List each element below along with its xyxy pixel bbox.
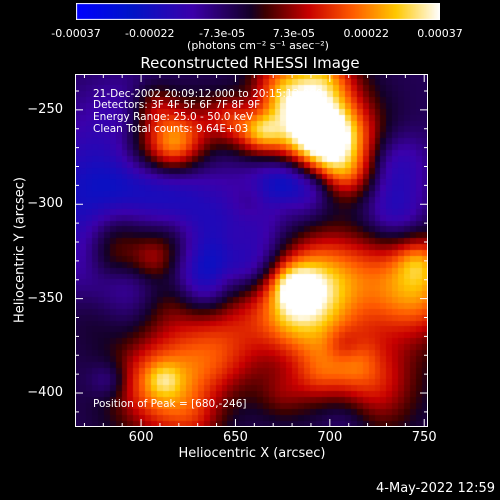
footer-date: 4-May-2022 12:59 xyxy=(376,481,495,496)
annotation-detectors: Detectors: 3F 4F 5F 6F 7F 8F 9F xyxy=(93,99,261,111)
y-tick-label: −400 xyxy=(27,385,63,401)
colorbar xyxy=(76,3,440,20)
colorbar-tick-label: 0.00022 xyxy=(343,27,389,40)
x-tick-label: 650 xyxy=(223,430,248,445)
colorbar-unit-label: (photons cm⁻² s⁻¹ asec⁻²) xyxy=(187,39,329,52)
y-tick-label: −350 xyxy=(27,290,63,306)
annotation-energy-range: Energy Range: 25.0 - 50.0 keV xyxy=(93,111,254,123)
x-tick-label: 750 xyxy=(411,430,437,445)
y-tick-label: −250 xyxy=(27,101,63,117)
chart-title: Reconstructed RHESSI Image xyxy=(140,54,360,72)
y-tick-label: −300 xyxy=(27,196,63,212)
colorbar-tick-label: -0.00037 xyxy=(51,27,101,40)
plot-frame xyxy=(75,74,428,427)
x-tick-label: 600 xyxy=(128,430,154,445)
annotation-time-range: 21-Dec-2002 20:09:12.000 to 20:15:12.000 xyxy=(93,88,323,100)
x-tick-label: 700 xyxy=(317,430,343,445)
annotation-clean-total-counts: Clean Total counts: 9.64E+03 xyxy=(93,123,249,135)
colorbar-tick-label: 0.00037 xyxy=(417,27,463,40)
colorbar-tick-label: -7.3e-05 xyxy=(198,27,246,40)
colorbar-tick-label: 7.3e-05 xyxy=(272,27,316,40)
heatmap-image xyxy=(75,74,428,427)
x-axis-label: Heliocentric X (arcsec) xyxy=(178,446,326,461)
annotation-peak-position: Position of Peak = [680,-246] xyxy=(93,398,247,410)
y-axis-label: Heliocentric Y (arcsec) xyxy=(12,177,28,323)
colorbar-tick-label: -0.00022 xyxy=(125,27,175,40)
